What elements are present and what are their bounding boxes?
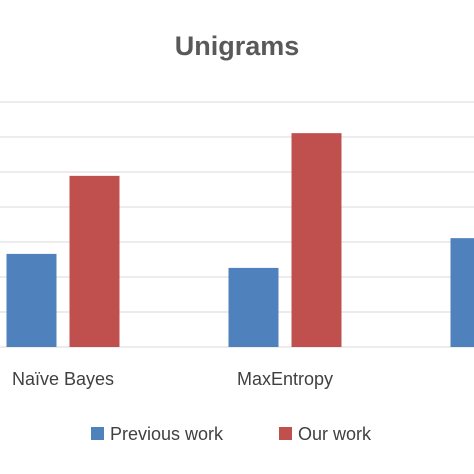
bar (450, 238, 474, 347)
x-tick-label: Naïve Bayes (12, 369, 114, 389)
bar (6, 253, 57, 347)
bar (69, 175, 120, 347)
legend-swatch (279, 427, 292, 440)
legend-label: Our work (298, 424, 372, 444)
legend-label: Previous work (110, 424, 224, 444)
bar (291, 133, 342, 347)
bar (228, 267, 279, 347)
legend-swatch (91, 427, 104, 440)
x-tick-label: MaxEntropy (237, 369, 333, 389)
chart-title: Unigrams (175, 31, 300, 61)
